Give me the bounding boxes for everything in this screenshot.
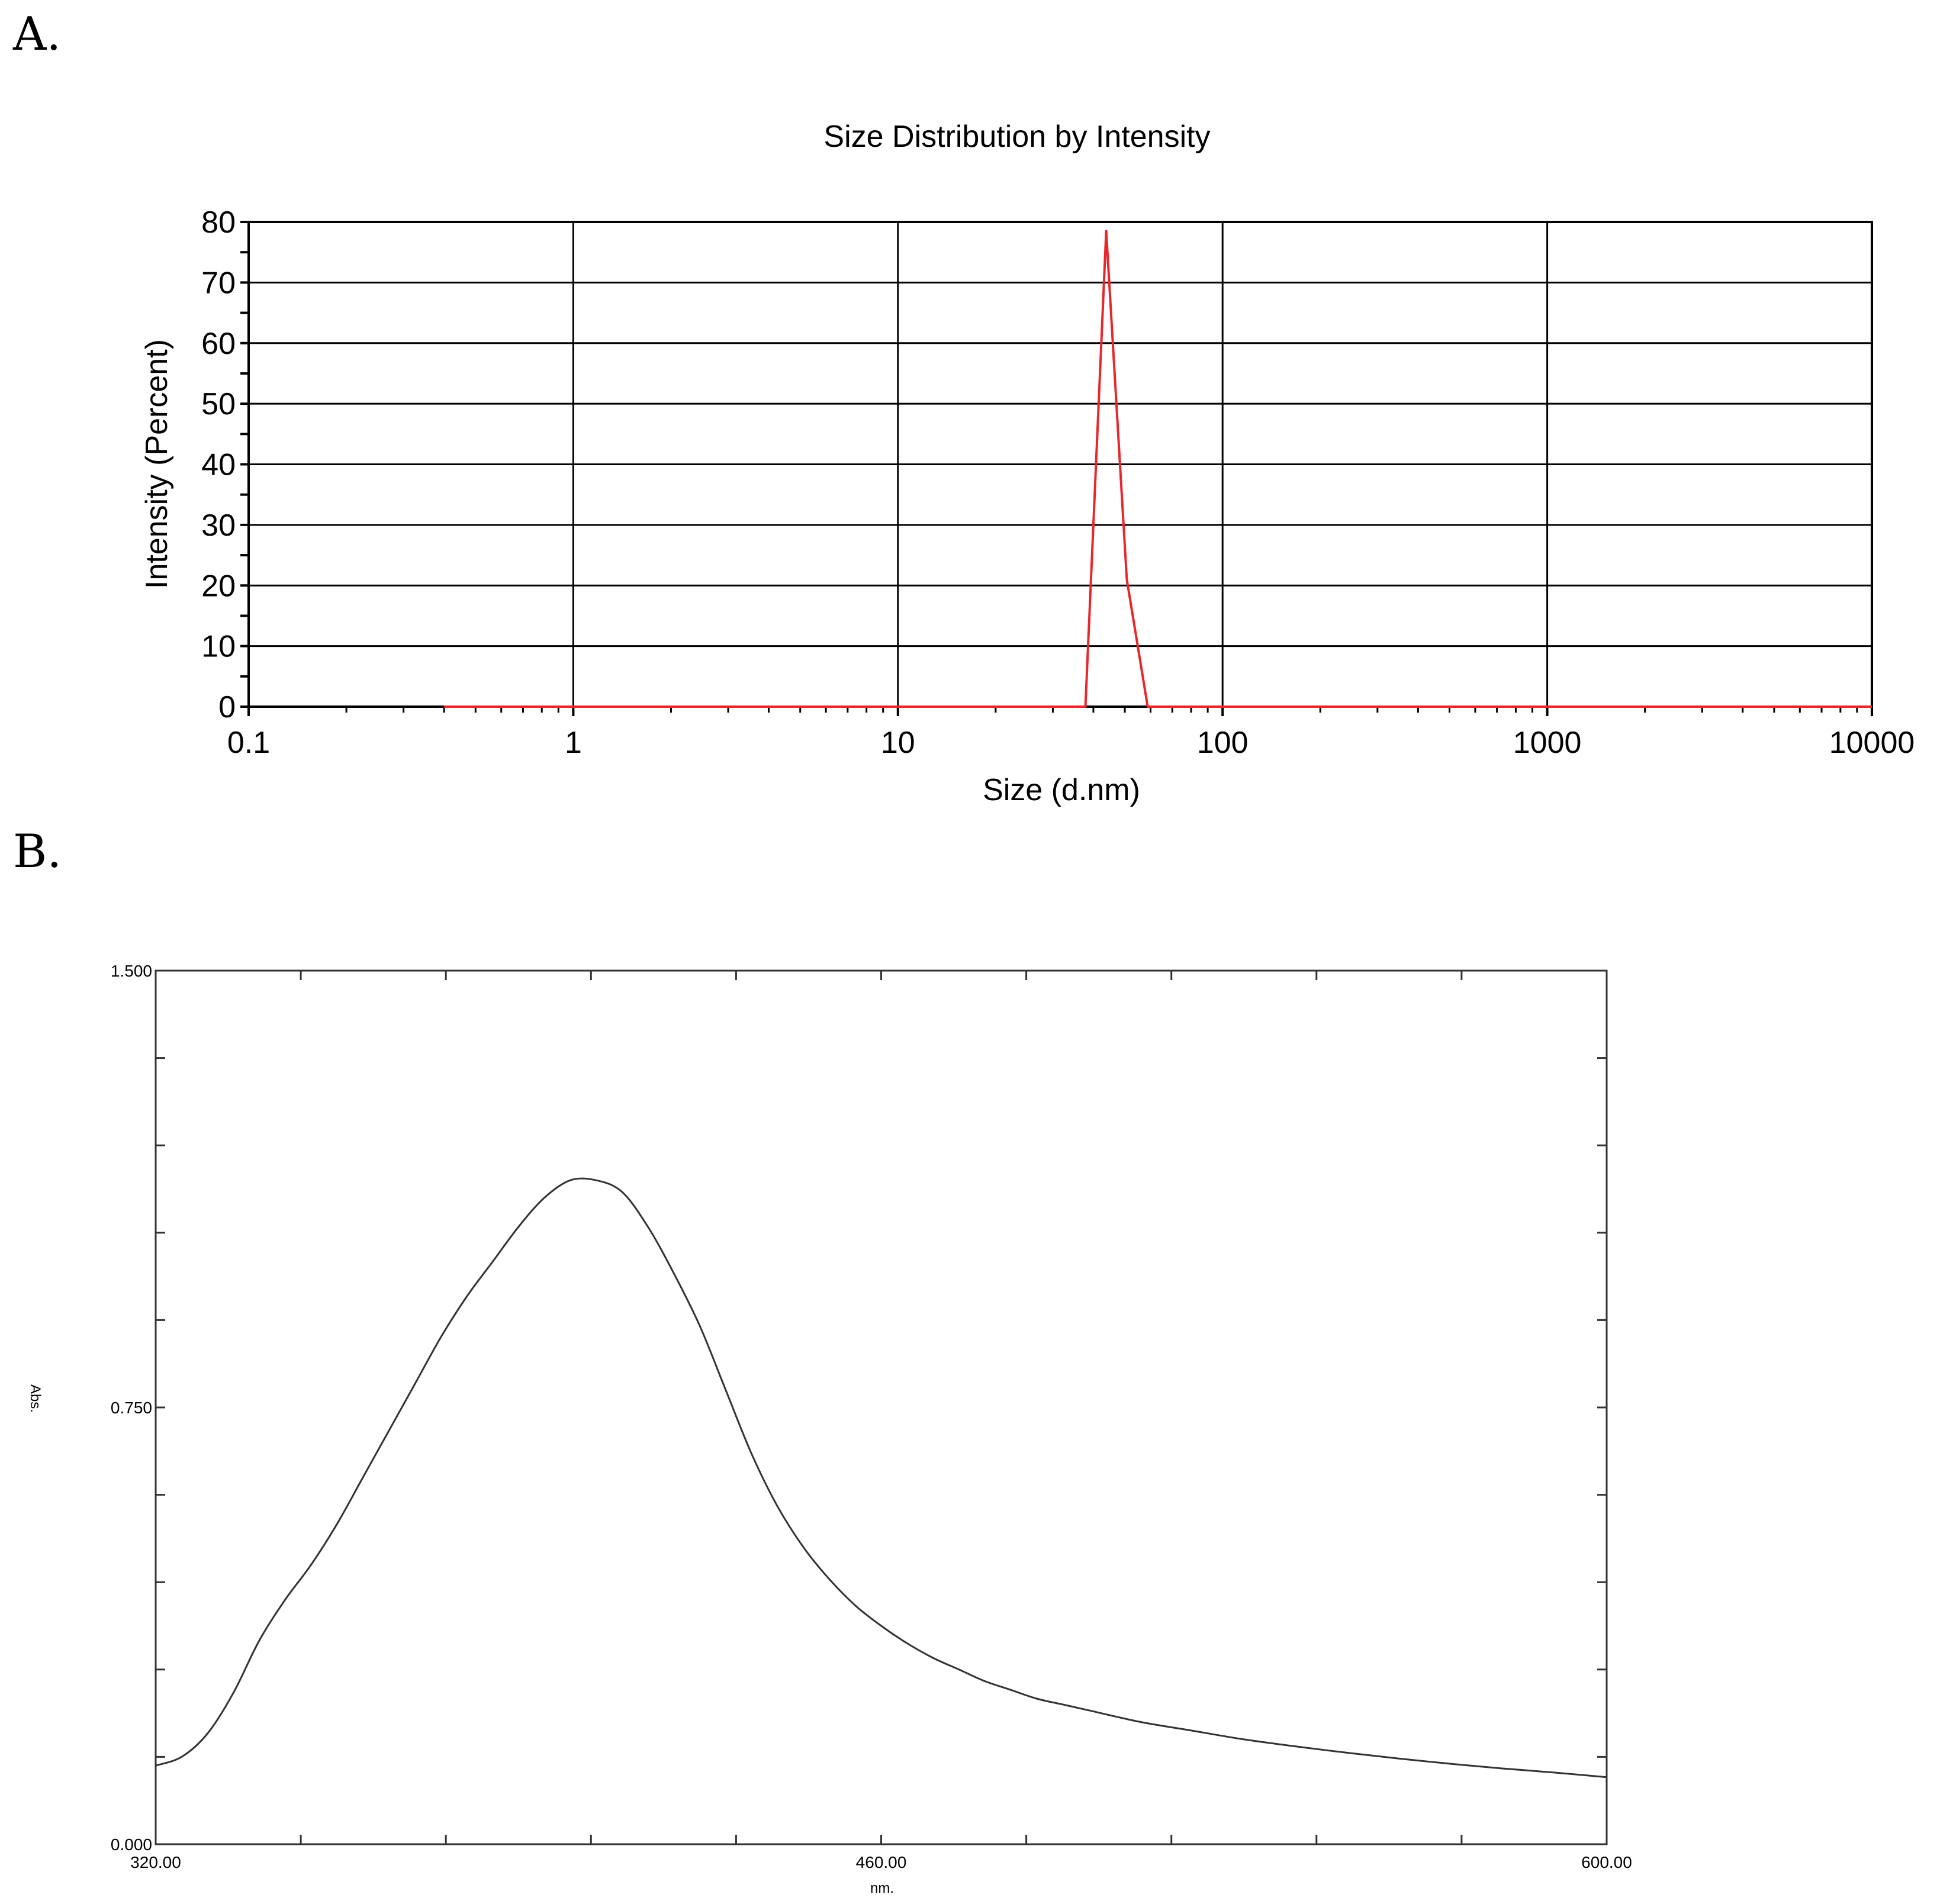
chart-a-ytick-label: 40 (201, 448, 236, 482)
chart-a-xlabel: Size (d.nm) (983, 773, 1140, 807)
chart-b-plot-frame (155, 969, 1608, 1845)
chart-b-ytick-label: 0.750 (111, 1399, 152, 1417)
chart-b-ytick-label: 1.500 (111, 962, 152, 980)
chart-a-xtick-label: 0.1 (227, 726, 270, 760)
panel-a-label: A. (12, 8, 61, 61)
chart-a-ylabel: Intensity (Percent) (140, 339, 174, 589)
chart-a-series (444, 230, 1872, 708)
chart-a-grid (249, 221, 1872, 708)
chart-a-ytick-label: 10 (201, 630, 236, 664)
chart-a-ytick-label: 30 (201, 508, 236, 543)
panel-b-label: B. (13, 825, 62, 878)
chart-a-xtick-label: 10000 (1829, 726, 1915, 760)
chart-a-ytick-label: 20 (201, 569, 236, 603)
chart-a-xtick-label: 10 (881, 726, 915, 760)
chart-a-xtick-label: 1 (565, 726, 582, 760)
chart-b-ytick-label: 0.000 (111, 1835, 152, 1854)
chart-a-ticks: 0 10 20 30 40 50 60 70 80 0.1 1 10 100 1000 10000 (201, 205, 1915, 760)
chart-a-ytick-label: 70 (201, 266, 236, 300)
chart-a-ytick-label: 0 (218, 690, 236, 724)
chart-a-ytick-label: 80 (201, 205, 236, 240)
chart-b-absorbance-spectrum: Abs. nm. 320.00 460.00 600.00 0.000 0.750 1.5… (27, 962, 1632, 1896)
chart-a-ytick-label: 60 (201, 327, 236, 361)
chart-b-xtick-label: 600.00 (1581, 1853, 1632, 1871)
chart-b-xtick-label: 460.00 (856, 1853, 907, 1871)
chart-b-ticks: 320.00 460.00 600.00 0.000 0.750 1.500 (111, 962, 1632, 1871)
chart-a-xtick-label: 100 (1197, 726, 1249, 760)
chart-b-xlabel: nm. (870, 1880, 894, 1896)
chart-a-ytick-label: 50 (201, 387, 236, 421)
chart-b-absorbance-line (155, 1177, 1607, 1779)
chart-a-size-distribution: Size Distribution by Intensity Size (d.n… (140, 120, 1915, 807)
chart-b-series (155, 1177, 1607, 1779)
chart-b-ylabel: Abs. (27, 1384, 43, 1413)
chart-a-title: Size Distribution by Intensity (823, 120, 1210, 154)
chart-b-xtick-label: 320.00 (130, 1853, 181, 1871)
chart-a-xtick-label: 1000 (1513, 726, 1582, 760)
chart-a-intensity-line (444, 230, 1872, 708)
